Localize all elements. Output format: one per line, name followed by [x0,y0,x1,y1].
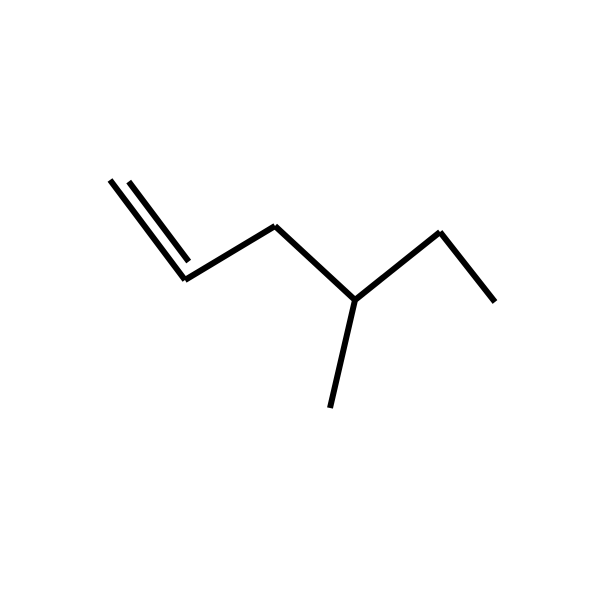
canvas-background [0,0,600,600]
molecule-diagram [0,0,600,600]
